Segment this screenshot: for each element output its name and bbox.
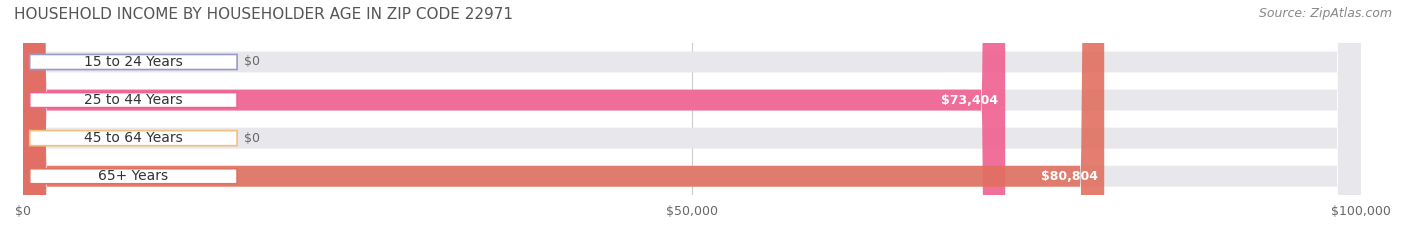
Text: 65+ Years: 65+ Years [98,169,169,183]
FancyBboxPatch shape [22,0,1361,233]
Text: $0: $0 [243,132,260,145]
FancyBboxPatch shape [22,0,1361,233]
FancyBboxPatch shape [22,0,1005,233]
Text: 15 to 24 Years: 15 to 24 Years [84,55,183,69]
FancyBboxPatch shape [22,0,1361,233]
FancyBboxPatch shape [30,169,238,184]
FancyBboxPatch shape [30,131,238,146]
Text: $0: $0 [243,55,260,69]
Text: 45 to 64 Years: 45 to 64 Years [84,131,183,145]
FancyBboxPatch shape [30,55,238,69]
Text: HOUSEHOLD INCOME BY HOUSEHOLDER AGE IN ZIP CODE 22971: HOUSEHOLD INCOME BY HOUSEHOLDER AGE IN Z… [14,7,513,22]
Text: $73,404: $73,404 [942,94,998,106]
FancyBboxPatch shape [22,0,1361,233]
FancyBboxPatch shape [22,0,1104,233]
Text: Source: ZipAtlas.com: Source: ZipAtlas.com [1258,7,1392,20]
Text: $80,804: $80,804 [1040,170,1098,183]
FancyBboxPatch shape [30,93,238,108]
Text: 25 to 44 Years: 25 to 44 Years [84,93,183,107]
